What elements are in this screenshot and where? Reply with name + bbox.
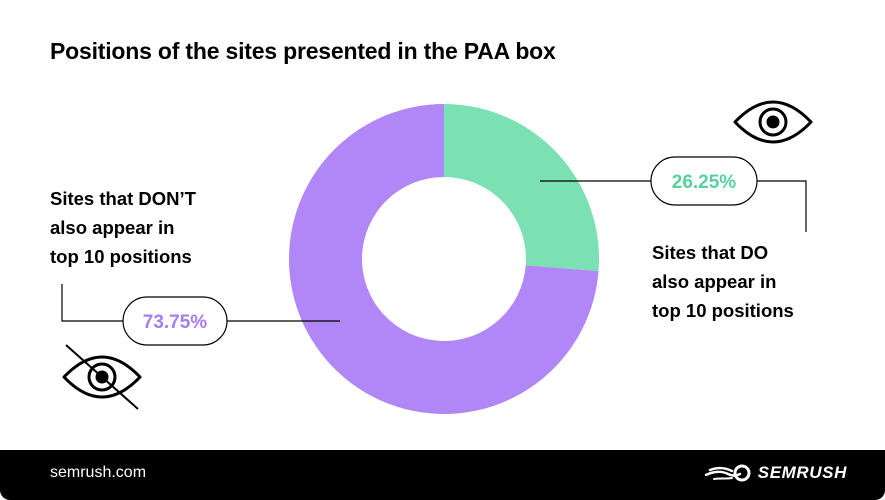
value-pill-do: 26.25% [650, 156, 758, 206]
eye-icon [733, 100, 813, 144]
leader-line-right-down [756, 180, 807, 232]
label-do-line: Sites that DO [652, 242, 769, 263]
label-do-appear: Sites that DO also appear in top 10 posi… [652, 238, 794, 325]
semrush-flame-icon [704, 464, 751, 482]
leader-line-left [61, 284, 124, 322]
donut-chart: 26.25% 73.75% [61, 100, 813, 414]
label-dont-line: also appear in [50, 217, 175, 238]
footer-bar: semrush.com SEMRUSH [0, 450, 885, 500]
value-pill-dont: 73.75% [122, 296, 228, 346]
brand-name: SEMRUSH [757, 463, 847, 482]
value-label-dont: 73.75% [143, 312, 208, 333]
footer-url: semrush.com [50, 464, 147, 481]
label-dont-line: Sites that DON’T [50, 188, 196, 209]
label-do-line: also appear in [652, 271, 777, 292]
eye-crossed-icon [62, 344, 142, 410]
slice-do-appear [444, 104, 600, 272]
label-do-line: top 10 positions [652, 300, 794, 321]
chart-title: Positions of the sites presented in the … [50, 38, 556, 64]
value-label-do: 26.25% [672, 172, 737, 193]
label-dont-appear: Sites that DON’T also appear in top 10 p… [50, 184, 196, 271]
slice-dont-appear [288, 104, 599, 414]
brand-logo: SEMRUSH [704, 462, 847, 484]
label-dont-line: top 10 positions [50, 246, 192, 267]
